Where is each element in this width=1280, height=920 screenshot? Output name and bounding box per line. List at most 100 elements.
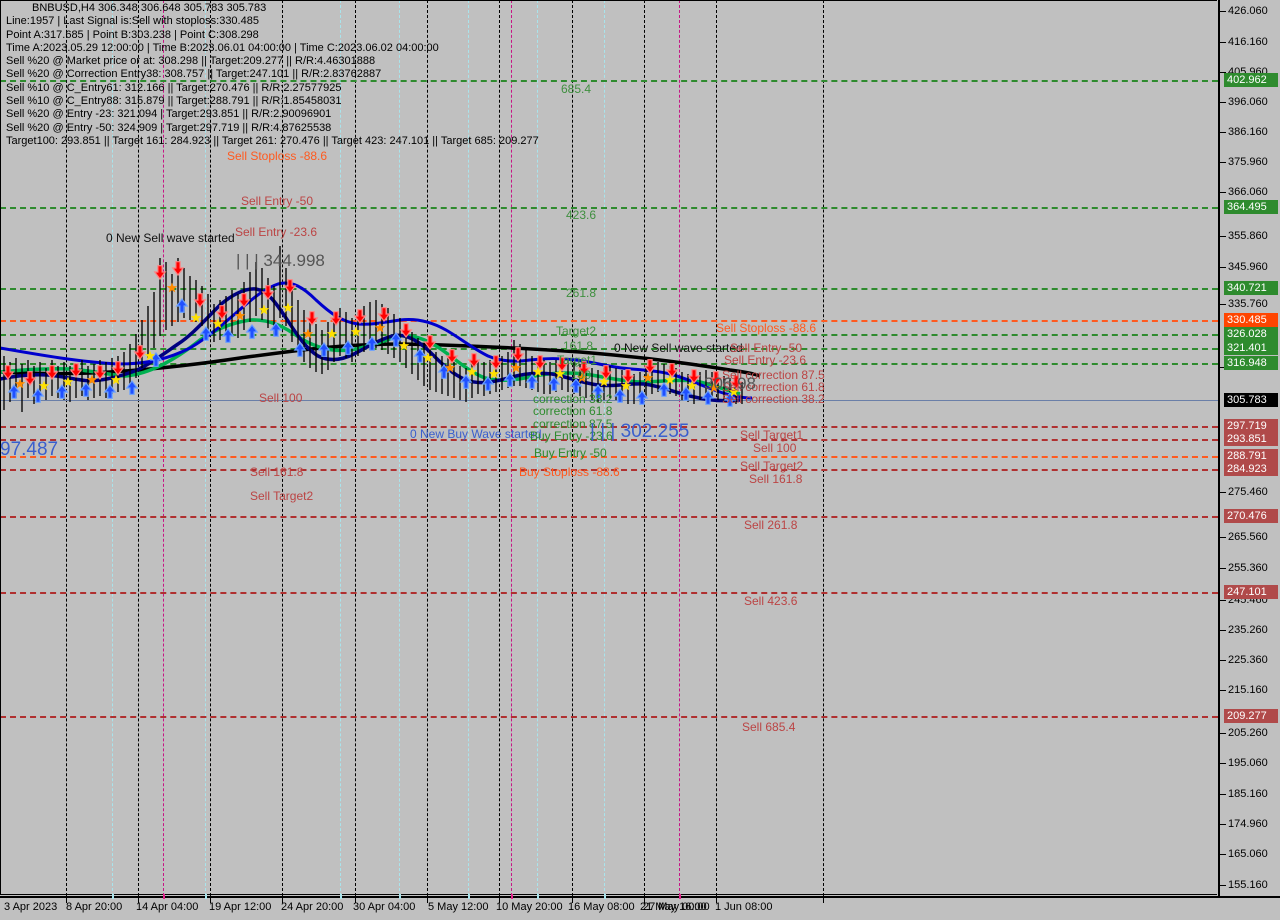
vertical-marker-magenta — [679, 0, 680, 896]
chart-annotation: correction 38.2 — [533, 392, 613, 406]
price-level-badge[interactable]: 305.783 — [1224, 393, 1278, 407]
price-level-line — [0, 334, 1218, 336]
time-marker-cyan — [468, 894, 470, 899]
price-tick — [1220, 192, 1226, 193]
chart-annotation: Buy Stoploss -88.6 — [519, 465, 620, 479]
price-level-badge[interactable]: 402.962 — [1224, 73, 1278, 87]
price-level-badge[interactable]: 340.721 — [1224, 281, 1278, 295]
price-tick-label: 235.260 — [1228, 624, 1268, 636]
vertical-marker-cyan — [468, 0, 469, 896]
price-tick — [1220, 885, 1226, 886]
time-tick-label: 30 Apr 04:00 — [353, 901, 416, 913]
chart-annotation: Sell 161.8 — [749, 472, 803, 486]
price-level-line — [0, 320, 1218, 322]
price-level-badge[interactable]: 209.277 — [1224, 709, 1278, 723]
chart-annotation: Sell Target2 — [250, 489, 314, 503]
price-tick — [1220, 854, 1226, 855]
price-tick — [1220, 763, 1226, 764]
chart-annotation: 0 New Buy Wave started — [410, 427, 542, 441]
price-level-badge[interactable]: 316.948 — [1224, 356, 1278, 370]
vertical-marker-cyan — [604, 0, 605, 896]
price-tick-label: 335.760 — [1228, 298, 1268, 310]
price-tick — [1220, 568, 1226, 569]
time-tick-label: 8 Apr 20:00 — [66, 901, 123, 913]
price-tick — [1220, 492, 1226, 493]
vertical-marker-magenta — [511, 0, 512, 896]
header-line-7: Sell %20 @ Entry -23: 321.094 | Target:2… — [6, 108, 332, 121]
vertical-gridline — [716, 0, 717, 896]
chart-annotation: Sell correction 61.8 — [722, 380, 825, 394]
price-tick-label: 366.060 — [1228, 186, 1268, 198]
time-tick — [572, 898, 573, 903]
vertical-gridline — [644, 0, 645, 896]
price-tick — [1220, 42, 1226, 43]
price-level-badge[interactable]: 364.495 — [1224, 200, 1278, 214]
vertical-gridline — [499, 0, 500, 896]
time-marker-cyan — [112, 894, 114, 899]
price-level-badge[interactable]: 297.719 — [1224, 419, 1278, 433]
time-tick — [644, 898, 645, 903]
price-tick — [1220, 236, 1226, 237]
vertical-gridline — [427, 0, 428, 896]
header-line-1: Point A:317.685 | Point B:303.238 | Poin… — [6, 28, 259, 41]
price-level-line — [0, 469, 1218, 471]
price-tick-label: 426.060 — [1228, 5, 1268, 17]
header-line-2: Time A:2023.05.29 12:00:00 | Time B:2023… — [6, 41, 439, 54]
price-tick-label: 185.160 — [1228, 788, 1268, 800]
chart-annotation: Sell 261.8 — [744, 518, 798, 532]
price-tick-label: 416.160 — [1228, 36, 1268, 48]
price-level-line — [0, 439, 1218, 441]
price-level-badge[interactable]: 293.851 — [1224, 432, 1278, 446]
price-tick — [1220, 72, 1226, 73]
chart-annotation: Sell 423.6 — [744, 594, 798, 608]
price-tick — [1220, 267, 1226, 268]
price-tick — [1220, 367, 1226, 368]
price-tick — [1220, 794, 1226, 795]
price-level-badge[interactable]: 284.923 — [1224, 462, 1278, 476]
time-tick — [138, 898, 139, 903]
chart-annotation: Sell 161.8 — [250, 465, 304, 479]
price-tick — [1220, 733, 1226, 734]
chart-title: BNBUSD,H4 306.348 306.648 305.783 305.78… — [32, 2, 267, 14]
vertical-gridline — [138, 0, 139, 896]
time-marker-cyan — [340, 894, 342, 899]
price-axis[interactable]: 426.060 416.160 405.960 396.060 386.160 375.9… — [1218, 0, 1280, 896]
price-level-badge[interactable]: 326.028 — [1224, 327, 1278, 341]
price-level-badge[interactable]: 288.791 — [1224, 449, 1278, 463]
price-level-badge[interactable]: 330.485 — [1224, 313, 1278, 327]
chart-plot-area[interactable]: BNBUSD,H4 306.348 306.648 305.783 305.78… — [0, 0, 1218, 896]
price-tick — [1220, 537, 1226, 538]
header-line-6: Sell %10 @ C_Entry88: 315.879 || Target:… — [6, 95, 342, 108]
price-level-line — [0, 348, 1218, 350]
price-tick-label: 265.560 — [1228, 531, 1268, 543]
time-marker-cyan — [399, 894, 401, 899]
time-tick-label: 14 Apr 04:00 — [136, 901, 199, 913]
chart-annotation: 0 New Sell wave started — [614, 341, 743, 355]
header-line-3: Sell %20 @ Market price or at: 308.298 |… — [6, 55, 376, 68]
chart-annotation: Sell Entry -50 — [730, 341, 803, 355]
price-level-badge[interactable]: 321.401 — [1224, 341, 1278, 355]
price-series — [0, 246, 761, 412]
price-level-badge[interactable]: 270.476 — [1224, 509, 1278, 523]
time-tick-label: 16 May 08:00 — [568, 901, 635, 913]
price-tick-label: 155.160 — [1228, 879, 1268, 891]
chart-annotation: Target1 — [557, 353, 598, 367]
chart-annotation: 161.8 — [563, 339, 594, 353]
header-line-5: Sell %10 @ C_Entry61: 312.166 || Target:… — [6, 81, 342, 94]
time-axis[interactable]: 3 Apr 2023 8 Apr 20:00 14 Apr 04:00 19 Apr … — [0, 894, 1280, 920]
chart-annotation: Sell Stoploss -88.6 — [716, 321, 817, 335]
vertical-gridline — [572, 0, 573, 896]
price-tick — [1220, 132, 1226, 133]
chart-annotation: correction 61.8 — [533, 404, 613, 418]
price-tick — [1220, 304, 1226, 305]
time-tick-label: 1 Jun 08:00 — [715, 901, 773, 913]
price-level-line — [0, 80, 1218, 82]
time-tick-label: 19 Apr 12:00 — [209, 901, 272, 913]
chart-annotation: 423.6 — [566, 208, 597, 222]
chart-annotation: Buy Entry -50 — [534, 446, 607, 460]
price-level-badge[interactable]: 247.101 — [1224, 585, 1278, 599]
time-tick — [66, 898, 67, 903]
price-tick-label: 375.960 — [1228, 156, 1268, 168]
chart-annotation: Sell Entry -23.6 — [724, 353, 807, 367]
time-marker-magenta — [163, 894, 165, 899]
